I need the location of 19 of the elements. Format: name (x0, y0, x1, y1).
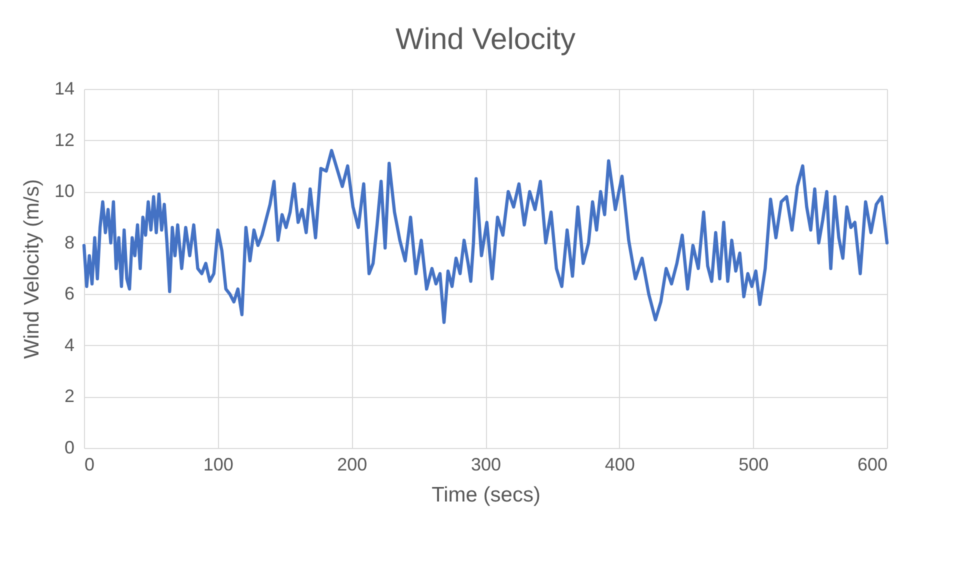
x-tick-label: 300 (470, 454, 502, 474)
x-tick-label: 100 (203, 454, 234, 474)
y-axis-title: Wind Velocity (m/s) (20, 179, 44, 359)
y-tick-label: 12 (54, 130, 74, 150)
y-tick-label: 0 (64, 438, 74, 458)
x-axis-title: Time (secs) (432, 484, 540, 506)
x-tick-label: 200 (337, 454, 368, 474)
line-series (82, 148, 889, 324)
y-tick-label: 10 (54, 181, 74, 202)
y-tick-label: 8 (64, 232, 74, 252)
chart-title: Wind Velocity (395, 23, 576, 56)
y-tick-label: 4 (64, 334, 74, 355)
x-tick-label: 500 (738, 454, 769, 474)
x-tick-label: 0 (84, 454, 95, 474)
y-tick-label: 14 (54, 78, 74, 98)
y-tick-label: 2 (64, 386, 74, 406)
x-tick-label: 600 (857, 454, 888, 474)
y-tick-label: 6 (64, 284, 74, 304)
x-tick-label: 400 (604, 454, 635, 474)
